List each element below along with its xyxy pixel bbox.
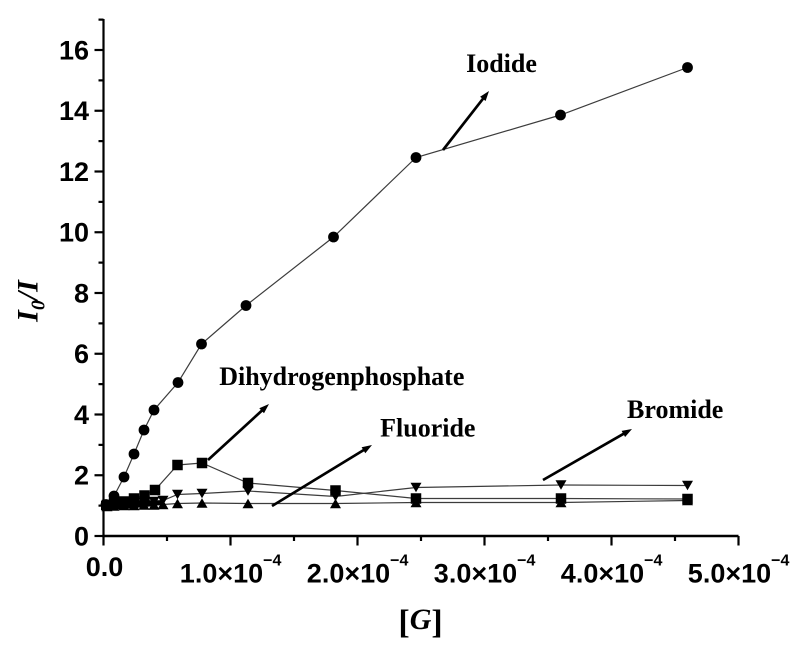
svg-text:8: 8: [74, 278, 89, 308]
svg-text:12: 12: [59, 157, 89, 187]
svg-text:10: 10: [59, 218, 89, 248]
svg-text:Dihydrogenphosphate: Dihydrogenphosphate: [219, 362, 464, 391]
svg-text:6: 6: [74, 339, 89, 369]
svg-text:16: 16: [59, 35, 89, 65]
svg-text:Iodide: Iodide: [466, 49, 537, 78]
svg-text:I0/I: I0/I: [12, 279, 50, 323]
svg-text:4: 4: [74, 400, 89, 430]
svg-text:0: 0: [74, 521, 89, 551]
svg-text:Bromide: Bromide: [627, 395, 723, 424]
svg-text:[G]: [G]: [398, 603, 442, 641]
svg-text:14: 14: [59, 96, 89, 126]
svg-text:Fluoride: Fluoride: [380, 413, 475, 442]
svg-text:2: 2: [74, 461, 89, 491]
svg-text:0.0: 0.0: [86, 552, 124, 582]
